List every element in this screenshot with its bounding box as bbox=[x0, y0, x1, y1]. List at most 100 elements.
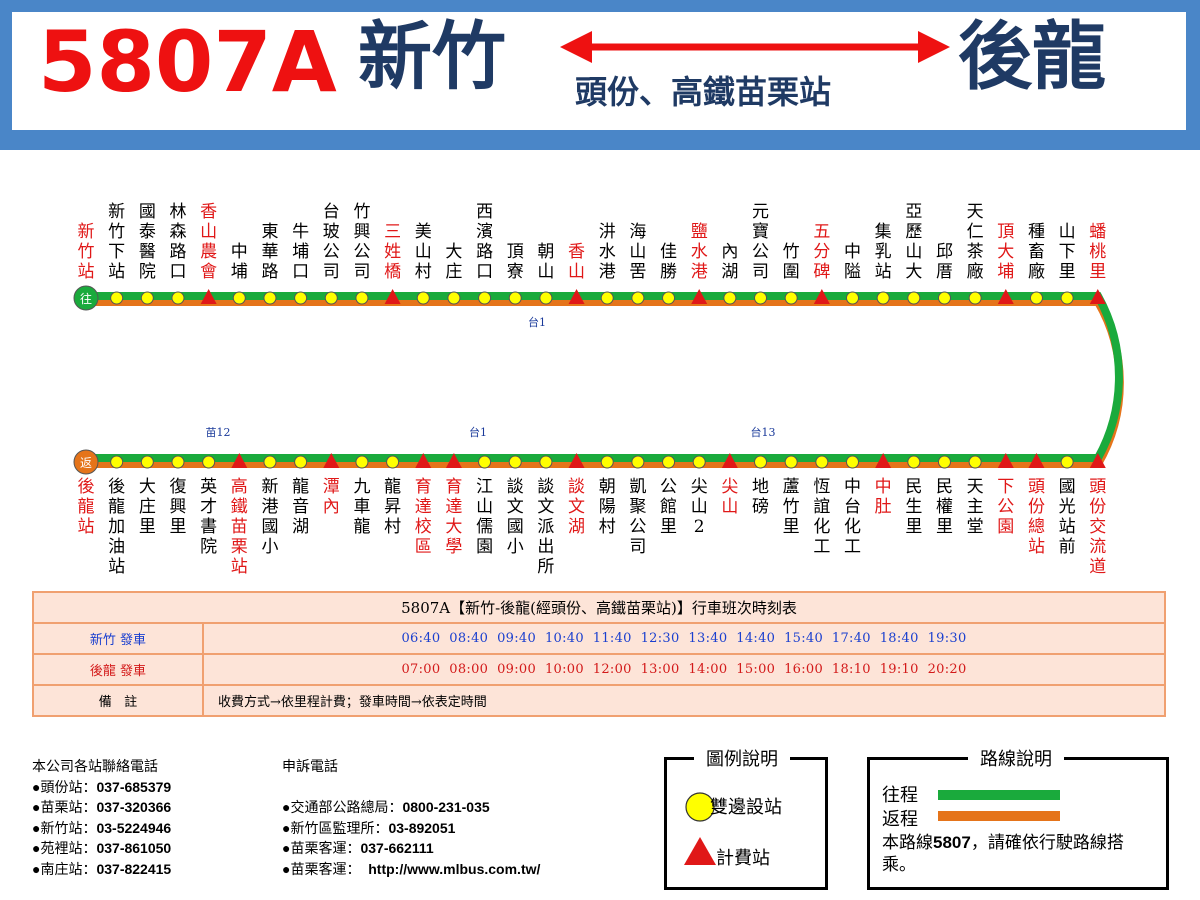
station-label: 五分碑 bbox=[813, 222, 831, 282]
stop-marker bbox=[662, 455, 676, 469]
station-label: 國泰醫院 bbox=[138, 202, 156, 282]
station-label: 汫水港 bbox=[598, 222, 616, 282]
route-legend-title: 路線說明 bbox=[968, 745, 1064, 771]
station-label: 高鐵苗栗站 bbox=[230, 477, 248, 577]
route-legend-outbound-label: 往程 bbox=[882, 785, 918, 805]
route-legend-note: 本路線5807，請確依行駛路線搭乘。 bbox=[882, 833, 1124, 874]
station-label: 佳勝 bbox=[660, 242, 678, 282]
fare-triangle-icon bbox=[684, 837, 716, 865]
station-label: 後龍站 bbox=[77, 477, 95, 537]
station-label: 西濱路口 bbox=[476, 202, 494, 282]
station-label: 英才書院 bbox=[200, 477, 218, 557]
stop-marker bbox=[447, 291, 461, 305]
station-label: 元寶公司 bbox=[752, 202, 770, 282]
stop-marker bbox=[723, 291, 737, 305]
fare-stop-marker bbox=[1089, 453, 1106, 468]
return-line-swatch bbox=[938, 811, 1060, 821]
station-label: 恆誼化工 bbox=[813, 477, 831, 557]
station-label: 龍音湖 bbox=[292, 477, 310, 537]
stop-marker bbox=[631, 455, 645, 469]
fare-stop-marker bbox=[1028, 453, 1045, 468]
stop-marker bbox=[508, 455, 522, 469]
stop-marker bbox=[294, 455, 308, 469]
station-label: 地磅 bbox=[752, 477, 770, 517]
stop-marker bbox=[692, 455, 706, 469]
stop-marker bbox=[110, 455, 124, 469]
stop-marker bbox=[876, 291, 890, 305]
stop-marker bbox=[140, 291, 154, 305]
end-badge-icon bbox=[73, 449, 99, 475]
stop-marker bbox=[171, 455, 185, 469]
fare-stop-marker bbox=[200, 289, 217, 304]
station-label: 香山農會 bbox=[200, 202, 218, 282]
stop-marker bbox=[784, 455, 798, 469]
stop-marker bbox=[355, 455, 369, 469]
stop-marker bbox=[907, 455, 921, 469]
route-legend-box bbox=[867, 757, 1169, 890]
stop-marker bbox=[140, 455, 154, 469]
station-label: 內湖 bbox=[721, 242, 739, 282]
station-label: 民生里 bbox=[905, 477, 923, 537]
station-label: 頭份交流道 bbox=[1089, 477, 1107, 577]
timetable-note-label: 備 註 bbox=[32, 684, 204, 717]
legend-stop-label: 雙邊設站 bbox=[710, 797, 782, 817]
stop-marker bbox=[539, 291, 553, 305]
fare-stop-marker bbox=[568, 453, 585, 468]
contacts-title: 本公司各站聯絡電話 bbox=[32, 758, 158, 774]
stop-marker bbox=[937, 455, 951, 469]
contact-item: ●苗栗站：037-320366 bbox=[32, 799, 172, 815]
station-label: 天主堂 bbox=[966, 477, 984, 537]
station-label: 中台化工 bbox=[844, 477, 861, 557]
stop-marker bbox=[631, 291, 645, 305]
fare-stop-marker bbox=[997, 453, 1014, 468]
destination-title: 後龍 bbox=[958, 14, 1106, 100]
stop-marker bbox=[202, 455, 216, 469]
station-label: 種畜廠 bbox=[1027, 222, 1045, 282]
stop-marker bbox=[1060, 291, 1074, 305]
stop-marker bbox=[171, 291, 185, 305]
station-label: 竹興公司 bbox=[353, 202, 371, 282]
station-label: 頭份總站 bbox=[1027, 477, 1045, 557]
station-label: 亞歷山大 bbox=[905, 202, 923, 282]
station-label: 東華路 bbox=[261, 222, 279, 282]
fare-stop-marker bbox=[231, 453, 248, 468]
station-label: 談文國小 bbox=[506, 477, 524, 557]
stop-marker bbox=[937, 291, 951, 305]
origin-title: 新竹 bbox=[358, 14, 506, 100]
station-label: 集乳站 bbox=[874, 222, 892, 282]
station-label: 香山 bbox=[568, 242, 586, 282]
contacts-section: 本公司各站聯絡電話 ●頭份站：037-685379 ●苗栗站：037-32036… bbox=[32, 756, 171, 879]
station-label: 育達大學 bbox=[445, 477, 463, 557]
fare-stop-marker bbox=[997, 289, 1014, 304]
timetable-row-times-houlong: 07:00 08:00 09:00 10:00 12:00 13:00 14:0… bbox=[202, 653, 1166, 686]
stop-marker bbox=[907, 291, 921, 305]
stop-marker bbox=[263, 291, 277, 305]
complaint-item: ●新竹區監理所：03-892051 bbox=[282, 819, 456, 836]
fare-stop-marker bbox=[813, 289, 830, 304]
route-map: 往 返 台1 苗12 台1 台13 bbox=[73, 285, 1124, 475]
station-label: 復興里 bbox=[169, 477, 187, 537]
website-link[interactable]: http://www.mlbus.com.tw/ bbox=[368, 860, 541, 877]
legend-symbols bbox=[684, 792, 716, 865]
fare-stop-marker bbox=[721, 453, 738, 468]
fare-stop-marker bbox=[691, 289, 708, 304]
timetable-row-label-hsinchu: 新竹 發車 bbox=[32, 622, 204, 655]
stop-marker bbox=[539, 455, 553, 469]
station-label: 尖山2 bbox=[690, 477, 708, 537]
station-label: 大庄里 bbox=[138, 477, 156, 537]
station-label: 海山罟 bbox=[629, 222, 647, 282]
station-label: 新竹站 bbox=[77, 222, 95, 282]
station-label: 美山村 bbox=[414, 222, 432, 282]
station-label: 朝山 bbox=[537, 242, 555, 282]
road-label-top: 台1 bbox=[528, 315, 546, 329]
stop-marker bbox=[662, 291, 676, 305]
stop-marker bbox=[416, 291, 430, 305]
stop-marker bbox=[846, 291, 859, 305]
station-label: 談文派出所 bbox=[537, 477, 555, 577]
stop-marker bbox=[324, 291, 338, 305]
station-label: 牛埔口 bbox=[292, 222, 310, 282]
header-banner: 5807A 新竹 頭份、高鐵苗栗站 後龍 bbox=[0, 0, 1200, 150]
station-label: 竹圍 bbox=[782, 242, 800, 282]
stop-marker bbox=[600, 455, 614, 469]
station-label: 中肚 bbox=[874, 477, 892, 517]
